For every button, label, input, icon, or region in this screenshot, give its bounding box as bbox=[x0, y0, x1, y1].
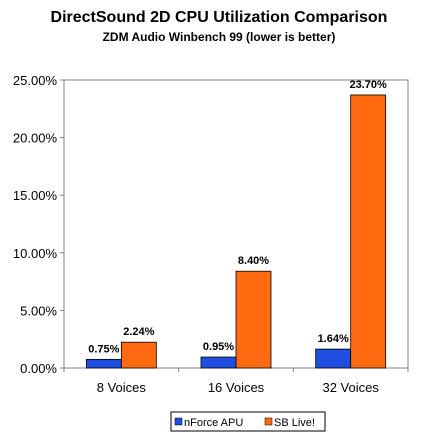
y-tick-label: 25.00% bbox=[13, 73, 58, 88]
y-axis: 0.00% 5.00% 10.00% 15.00% 20.00% 25.00% bbox=[13, 73, 64, 376]
y-tick-label: 15.00% bbox=[13, 188, 58, 203]
x-axis: 8 Voices 16 Voices 32 Voices bbox=[63, 368, 409, 395]
data-label: 0.75% bbox=[88, 343, 119, 355]
x-tick-label: 8 Voices bbox=[97, 380, 147, 395]
chart-title: DirectSound 2D CPU Utilization Compariso… bbox=[51, 9, 388, 26]
y-tick-label: 10.00% bbox=[13, 246, 58, 261]
bar-sb-live bbox=[235, 270, 272, 369]
legend: nForce APU SB Live! bbox=[170, 411, 326, 432]
y-tick-label: 20.00% bbox=[13, 131, 58, 146]
chart-subtitle: ZDM Audio Winbench 99 (lower is better) bbox=[103, 30, 336, 44]
legend-label-nforce: nForce APU bbox=[184, 417, 243, 429]
legend-box bbox=[170, 411, 326, 432]
bars-group bbox=[85, 94, 387, 369]
data-label: 8.40% bbox=[238, 255, 269, 267]
legend-swatch-sblive bbox=[264, 417, 273, 426]
y-tick-label: 5.00% bbox=[20, 303, 57, 318]
x-tick-label: 32 Voices bbox=[322, 380, 379, 395]
bar-nforce-apu bbox=[200, 356, 237, 369]
data-label: 1.64% bbox=[318, 333, 349, 345]
bar-sb-live bbox=[350, 94, 387, 369]
data-label: 0.95% bbox=[203, 341, 234, 353]
data-label: 2.24% bbox=[123, 326, 154, 338]
data-label: 23.70% bbox=[350, 79, 388, 91]
legend-swatch-nforce bbox=[174, 417, 183, 426]
y-tick-label: 0.00% bbox=[20, 361, 57, 376]
bar-nforce-apu bbox=[85, 358, 122, 369]
data-labels-group: 0.75% 2.24% 0.95% 8.40% 1.64% 23.70% bbox=[88, 79, 387, 355]
x-tick-label: 16 Voices bbox=[208, 380, 265, 395]
bar-nforce-apu bbox=[315, 348, 352, 369]
legend-label-sblive: SB Live! bbox=[274, 417, 315, 429]
bar-sb-live bbox=[120, 341, 157, 369]
